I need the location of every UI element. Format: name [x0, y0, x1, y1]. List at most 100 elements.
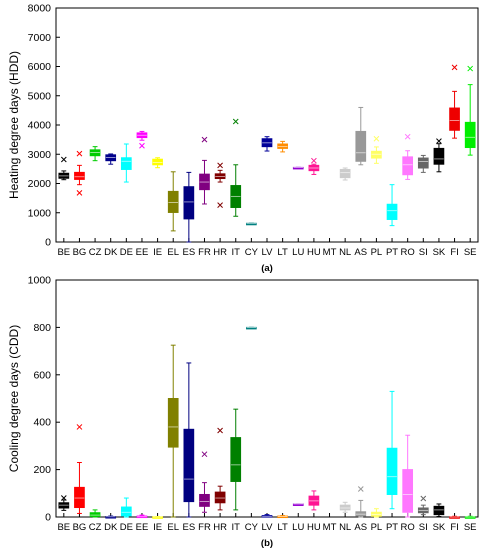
x-tick-label: FI [450, 522, 458, 533]
box-SI [417, 154, 429, 173]
outlier-marker [311, 157, 317, 164]
box-body [152, 158, 163, 166]
x-tick-label: BG [73, 522, 87, 533]
outlier-marker [201, 136, 208, 143]
x-tick-label: FI [450, 247, 458, 258]
x-tick-label: RO [401, 522, 415, 533]
x-tick-label: DK [104, 247, 118, 258]
x-tick-label: DE [120, 522, 133, 533]
box-AS [355, 106, 367, 166]
box-HU [308, 490, 320, 511]
box-SE [464, 515, 476, 519]
box-HR [214, 427, 226, 511]
x-tick-label: RO [401, 247, 415, 258]
outlier-marker [451, 64, 458, 71]
box-body [339, 504, 351, 511]
y-tick-label: 600 [33, 369, 51, 381]
box-body [386, 447, 398, 495]
outlier-marker [76, 424, 83, 430]
y-tick-label: 8000 [28, 3, 52, 15]
x-tick-label: PL [371, 522, 383, 533]
x-tick-label: LU [292, 247, 304, 258]
x-tick-label: SK [433, 522, 446, 533]
outlier-marker [373, 135, 380, 142]
x-tick-label: IT [232, 522, 241, 533]
x-tick-label: PL [371, 247, 383, 258]
box-EE [136, 514, 148, 519]
box-body [214, 491, 226, 504]
box-body [464, 121, 476, 149]
x-tick-label: FR [198, 247, 211, 258]
x-tick-label: SI [419, 247, 428, 258]
box-PL [371, 135, 382, 164]
box-body [120, 506, 132, 517]
box-PL [371, 508, 382, 518]
panel-label: (b) [261, 538, 273, 549]
x-tick-label: EL [167, 522, 179, 533]
box-RO [402, 434, 414, 518]
x-tick-label: EL [167, 247, 179, 258]
y-tick-label: 2000 [28, 178, 52, 190]
box-body [183, 428, 195, 503]
outlier-marker [436, 138, 442, 144]
x-tick-label: PT [386, 247, 398, 258]
box-body [89, 512, 101, 518]
x-tick-label: CY [245, 522, 259, 533]
y-tick-label: 7000 [28, 32, 52, 44]
box-DK [105, 515, 117, 519]
x-tick-label: MT [323, 247, 337, 258]
box-FR [199, 451, 210, 513]
x-tick-label: LT [277, 522, 288, 533]
box-FR [199, 136, 210, 205]
box-BE [58, 156, 70, 181]
x-tick-label: BE [57, 522, 70, 533]
x-tick-label: PT [386, 522, 398, 533]
x-tick-label: HR [213, 247, 227, 258]
y-tick-label: 3000 [28, 149, 52, 161]
box-LU [292, 166, 304, 170]
box-PT [386, 390, 398, 510]
x-tick-label: IE [153, 522, 162, 533]
outlier-marker [217, 202, 223, 208]
outlier-marker [139, 142, 145, 149]
outlier-marker [76, 150, 83, 157]
box-body [183, 186, 195, 220]
box-SK [433, 138, 445, 173]
y-axis-title: Cooling degree days (CDD) [7, 325, 21, 472]
box-FI [449, 64, 460, 139]
box-RO [402, 133, 414, 180]
plot-frame [55, 279, 479, 518]
y-tick-label: 4000 [28, 120, 52, 132]
box-EE [136, 130, 148, 149]
box-body [386, 203, 398, 220]
y-tick-label: 200 [33, 464, 51, 476]
plot-frame [55, 7, 479, 243]
x-tick-label: MT [323, 522, 337, 533]
box-DK [105, 153, 117, 165]
box-body [120, 157, 132, 170]
x-tick-label: EE [136, 522, 149, 533]
box-HU [308, 157, 320, 175]
box-ES [183, 362, 195, 518]
outlier-marker [217, 162, 223, 169]
box-FI [449, 515, 460, 519]
box-IE [152, 157, 163, 169]
box-DE [120, 497, 132, 518]
x-tick-label: ES [183, 522, 196, 533]
box-AS [355, 486, 367, 518]
box-BE [58, 495, 70, 511]
x-tick-label: DE [120, 247, 133, 258]
x-tick-label: SE [464, 247, 477, 258]
chart-panel-1: 0 1000 2000 3000 4000 5000 6000 7000 8000 Heating… [7, 3, 479, 274]
x-tick-label: LV [262, 522, 274, 533]
x-tick-label: BE [57, 247, 70, 258]
box-body [417, 157, 429, 169]
x-tick-label: FR [198, 522, 211, 533]
x-tick-label: CZ [89, 522, 102, 533]
x-tick-label: LU [292, 522, 304, 533]
y-tick-label: 400 [33, 417, 51, 429]
y-tick-label: 800 [33, 322, 51, 334]
x-tick-label: AS [354, 522, 367, 533]
box-SI [417, 495, 429, 516]
outlier-marker [201, 451, 208, 458]
